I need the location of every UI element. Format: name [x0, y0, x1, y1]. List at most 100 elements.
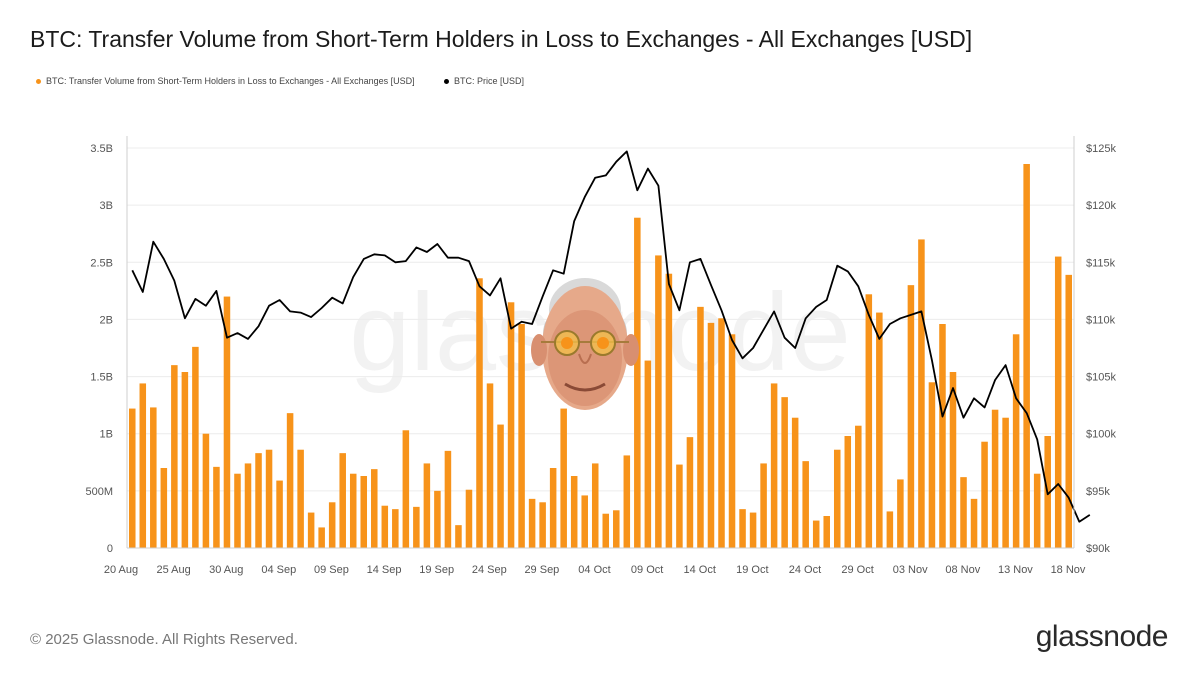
x-tick-label: 04 Sep: [261, 564, 296, 576]
volume-bar: [718, 318, 725, 548]
volume-bar: [434, 490, 441, 548]
volume-bar: [886, 511, 894, 548]
volume-bar: [760, 463, 767, 548]
volume-bar: [876, 312, 883, 548]
volume-bar: [865, 294, 873, 548]
volume-bar: [360, 476, 368, 548]
volume-bar: [150, 407, 157, 548]
volume-bar: [707, 322, 715, 548]
volume-bar: [1054, 256, 1062, 548]
volume-bar: [802, 461, 809, 548]
volume-bar: [276, 480, 283, 548]
y-right-tick-label: $105k: [1086, 372, 1116, 384]
volume-bar: [749, 512, 757, 548]
volume-bar: [486, 383, 494, 548]
volume-bar: [855, 425, 862, 548]
volume-bar: [823, 516, 830, 548]
price-line: [131, 150, 1091, 523]
volume-bar: [949, 372, 957, 548]
volume-bar: [1023, 164, 1030, 548]
volume-bar: [171, 365, 178, 548]
copyright-text: © 2025 Glassnode. All Rights Reserved.: [30, 631, 298, 648]
x-tick-label: 03 Nov: [893, 564, 928, 576]
volume-bar: [570, 476, 578, 548]
volume-bar: [234, 473, 241, 548]
volume-bar: [265, 449, 273, 548]
volume-bar: [476, 278, 483, 548]
y-right-tick-label: $90k: [1086, 543, 1110, 555]
x-tick-label: 09 Sep: [314, 564, 349, 576]
volume-bar: [455, 525, 462, 548]
volume-bar: [602, 513, 610, 548]
legend-dot-volume: [36, 78, 41, 84]
volume-bar: [497, 424, 504, 548]
x-tick-label: 25 Aug: [156, 564, 190, 576]
x-tick-label: 29 Sep: [524, 564, 559, 576]
x-tick-label: 30 Aug: [209, 564, 243, 576]
volume-bar: [1012, 334, 1020, 548]
volume-bar: [223, 296, 231, 548]
y-left-tick-label: 500M: [85, 486, 113, 498]
volume-bar: [581, 495, 588, 548]
y-left-tick-label: 0: [107, 543, 113, 555]
volume-bar: [444, 450, 452, 548]
volume-bar: [255, 453, 262, 548]
x-tick-label: 24 Oct: [789, 564, 821, 576]
legend-item-price[interactable]: BTC: Price [USD]: [444, 76, 524, 86]
volume-bar: [192, 346, 199, 548]
volume-bar: [591, 463, 599, 548]
volume-bar: [981, 441, 988, 548]
volume-bar: [560, 408, 567, 548]
volume-bar: [402, 430, 410, 548]
volume-bar: [465, 489, 473, 548]
volume-bar: [634, 217, 641, 548]
x-tick-label: 14 Sep: [367, 564, 402, 576]
chart-title: BTC: Transfer Volume from Short-Term Hol…: [30, 26, 973, 52]
y-left-tick-label: 3.5B: [90, 143, 113, 155]
y-right-tick-label: $95k: [1086, 486, 1110, 498]
legend-label-volume: BTC: Transfer Volume from Short-Term Hol…: [46, 76, 415, 86]
volume-bar: [655, 255, 662, 548]
volume-bar: [160, 468, 168, 548]
volume-bar: [970, 498, 978, 548]
x-tick-label: 19 Sep: [419, 564, 454, 576]
y-left-tick-label: 2.5B: [90, 257, 113, 269]
x-tick-label: 29 Oct: [841, 564, 873, 576]
price-line-path: [131, 150, 1091, 523]
grid-lines: [127, 147, 1074, 549]
volume-bar: [770, 383, 778, 548]
volume-bar: [960, 477, 967, 548]
y-left-tick-label: 1B: [100, 429, 113, 441]
volume-bar: [665, 273, 673, 548]
volume-bar: [613, 510, 620, 548]
volume-bar: [128, 408, 136, 548]
volume-bar: [381, 505, 389, 548]
volume-bar: [286, 413, 294, 548]
volume-bar: [297, 449, 304, 548]
legend-label-price: BTC: Price [USD]: [454, 76, 525, 86]
y-right-tick-label: $125k: [1086, 143, 1116, 155]
mascot-face-icon: [531, 278, 639, 410]
volume-bar: [991, 409, 999, 548]
volume-bar: [697, 306, 704, 548]
x-tick-label: 24 Sep: [472, 564, 507, 576]
x-tick-label: 18 Nov: [1051, 564, 1086, 576]
legend-item-volume[interactable]: BTC: Transfer Volume from Short-Term Hol…: [36, 76, 415, 86]
volume-bar: [686, 437, 694, 548]
volume-bar: [739, 509, 746, 548]
volume-bar: [349, 473, 357, 548]
volume-bar: [307, 512, 315, 548]
y-right-tick-label: $110k: [1086, 314, 1116, 326]
x-tick-label: 08 Nov: [945, 564, 980, 576]
volume-bar: [318, 527, 325, 548]
x-tick-label: 14 Oct: [684, 564, 716, 576]
volume-bar: [844, 436, 852, 548]
y-left-tick-label: 3B: [100, 200, 113, 212]
volume-bar: [423, 463, 431, 548]
volume-bar: [528, 498, 536, 548]
y-left-tick-label: 2B: [100, 314, 113, 326]
volume-bar: [339, 453, 346, 548]
volume-bar: [181, 372, 189, 548]
volume-bars: [128, 164, 1073, 548]
